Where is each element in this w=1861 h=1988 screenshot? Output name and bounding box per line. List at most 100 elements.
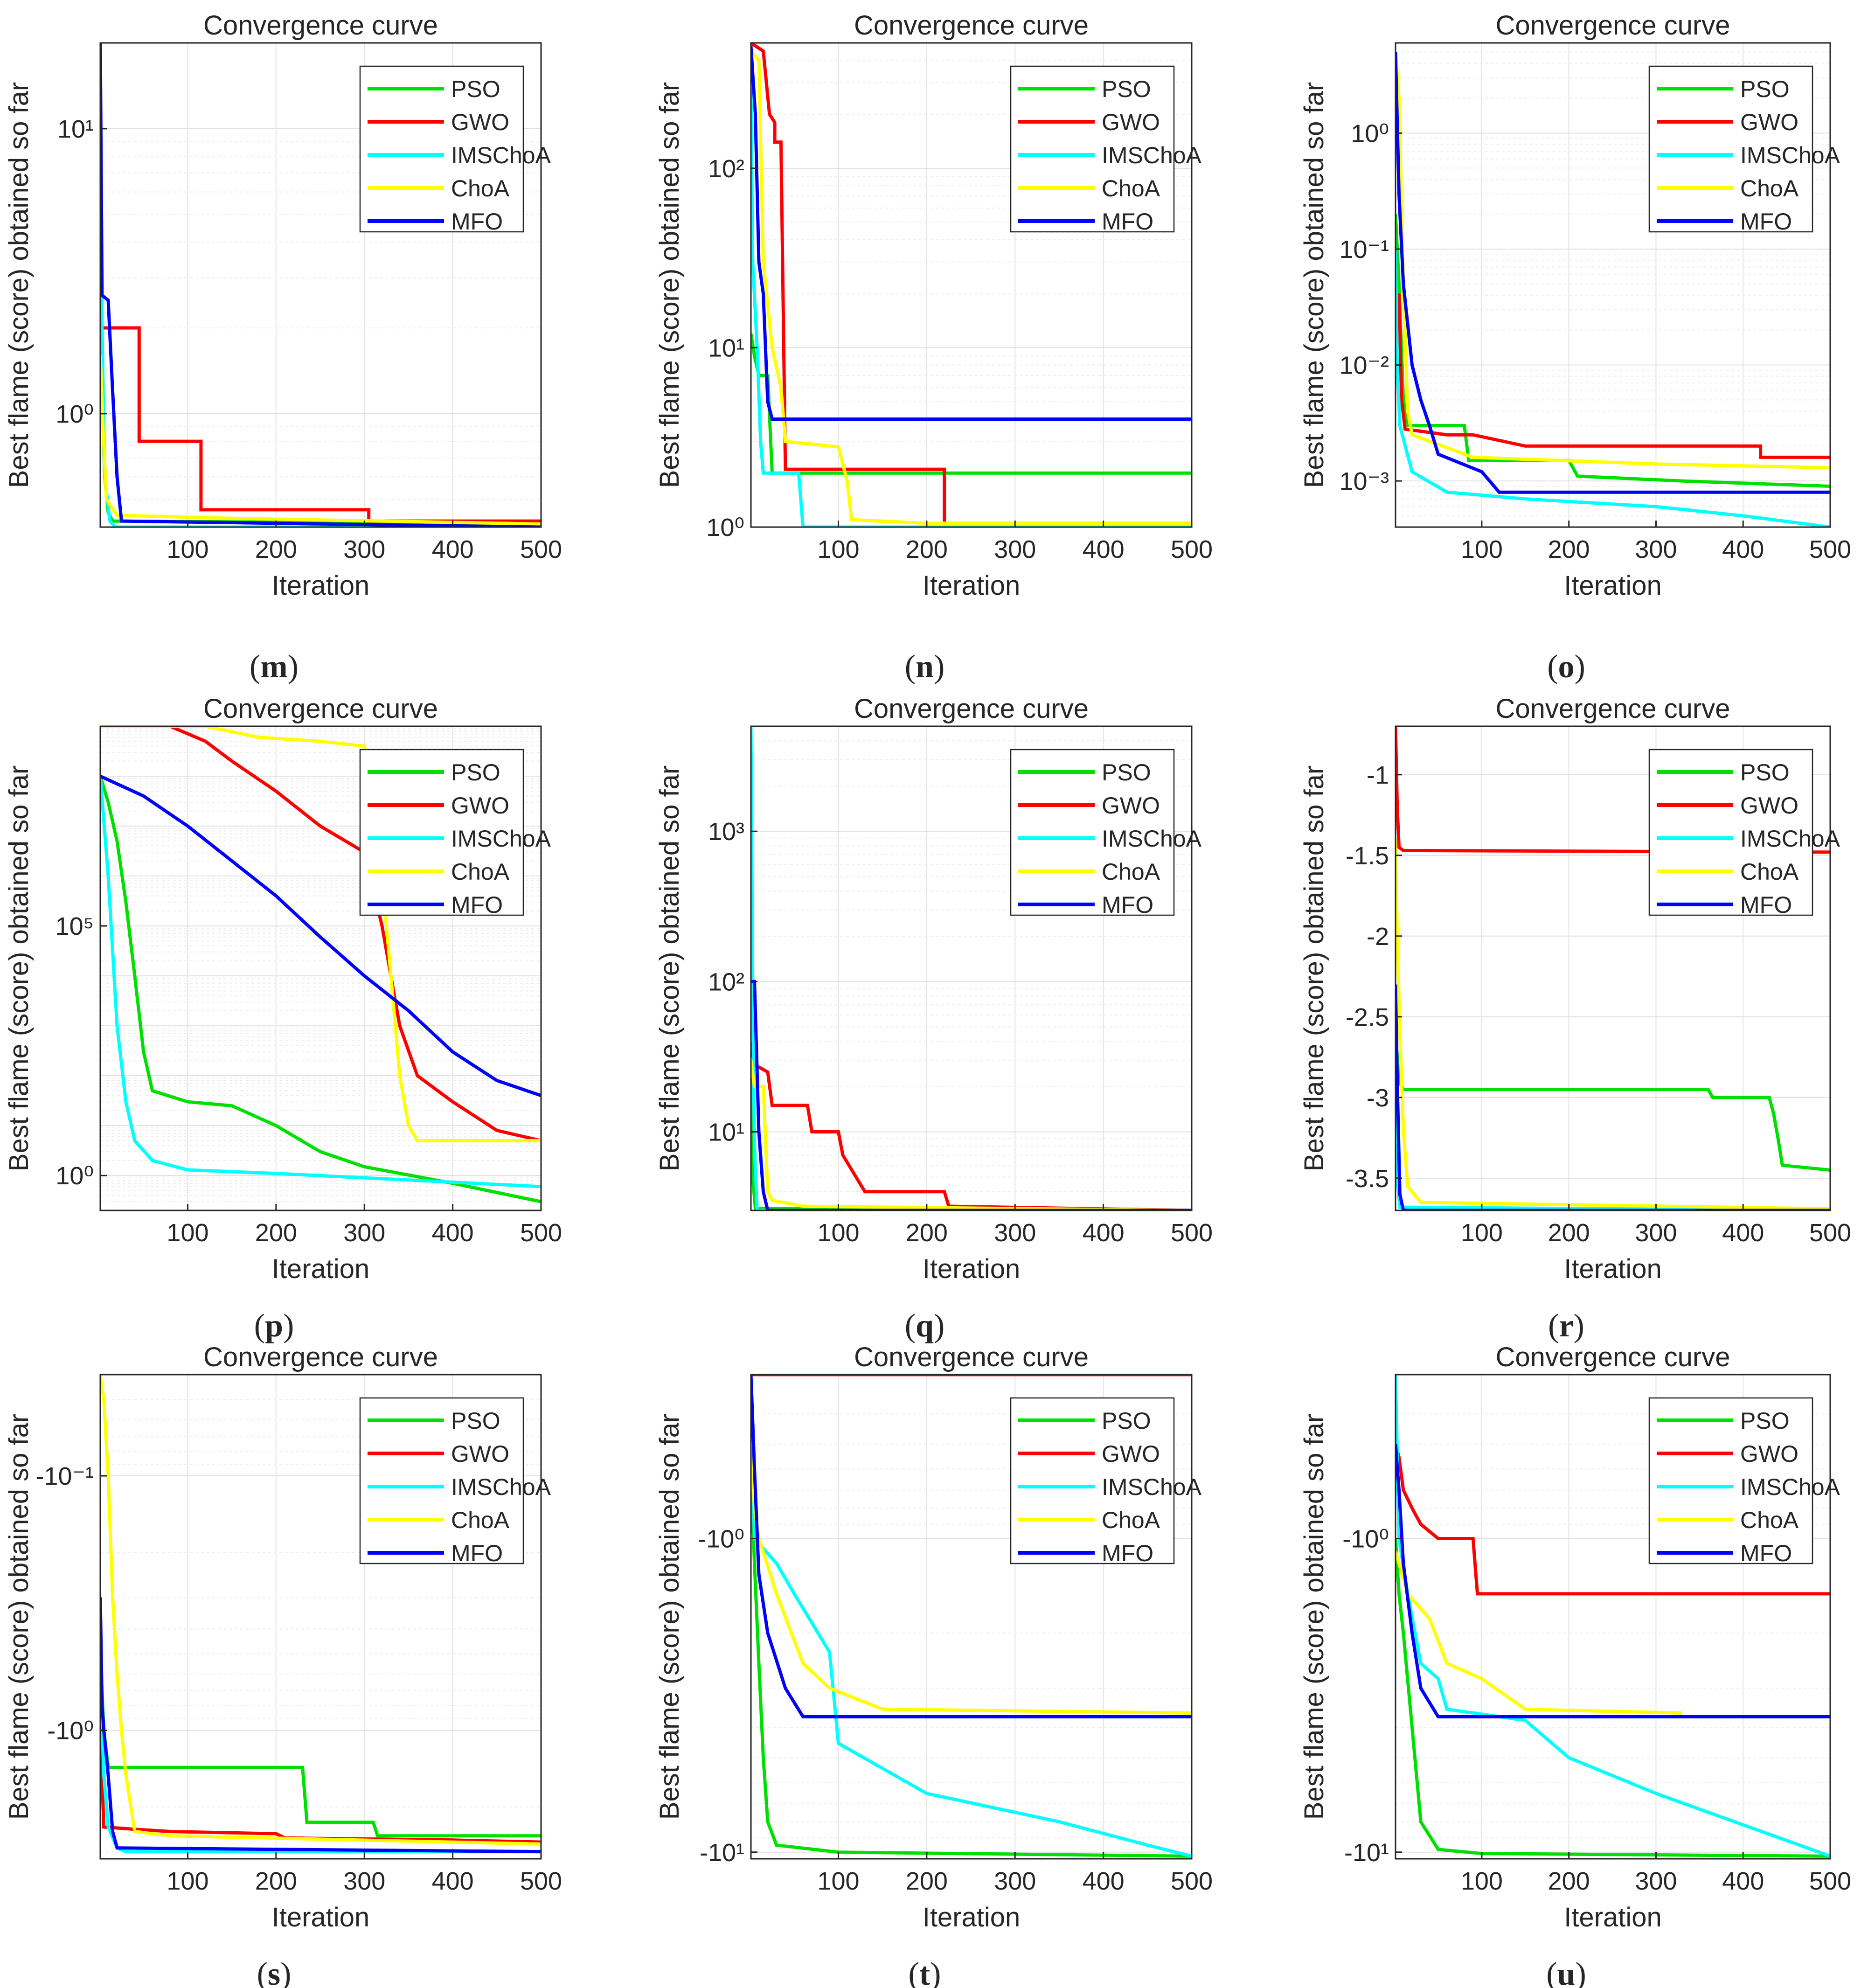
panel-label-close: ) bbox=[934, 649, 944, 685]
x-tick-label: 500 bbox=[1809, 1219, 1851, 1247]
panel-label-open: ( bbox=[905, 649, 916, 685]
x-tick-label: 100 bbox=[817, 535, 859, 563]
panel-label-letter: t bbox=[919, 1956, 930, 1988]
series-line-mfo bbox=[1396, 52, 1830, 494]
panel-label-letter: r bbox=[1559, 1308, 1573, 1344]
x-tick-label: 400 bbox=[432, 1867, 474, 1895]
chart-title: Convergence curve bbox=[203, 694, 438, 724]
y-tick-label: -3.5 bbox=[1346, 1165, 1389, 1193]
panel-label-letter: p bbox=[265, 1308, 283, 1344]
x-tick-label: 500 bbox=[520, 1219, 562, 1247]
axes-box bbox=[1395, 1374, 1831, 1860]
legend-label-imschoa: IMSChoA bbox=[1740, 142, 1840, 168]
legend-label-choa: ChoA bbox=[1740, 1507, 1799, 1533]
legend-label-mfo: MFO bbox=[1102, 892, 1153, 918]
legend-label-choa: ChoA bbox=[1102, 175, 1160, 202]
axes-box bbox=[750, 1374, 1193, 1860]
panel-label: (u) bbox=[1546, 1956, 1586, 1988]
legend-label-gwo: GWO bbox=[451, 1441, 509, 1467]
y-tick-label: 10² bbox=[708, 155, 744, 183]
panel-label-letter: q bbox=[916, 1308, 934, 1344]
panel-label-close: ) bbox=[934, 1308, 944, 1344]
x-tick-label: 200 bbox=[1548, 1867, 1590, 1895]
legend-label-imschoa: IMSChoA bbox=[1102, 826, 1202, 852]
axes-box bbox=[99, 725, 542, 1211]
series-line-mfo bbox=[751, 1375, 1192, 1718]
panel-label-open: ( bbox=[1546, 1956, 1557, 1988]
legend-label-imschoa: IMSChoA bbox=[451, 1474, 551, 1500]
panel-label-letter: n bbox=[916, 649, 934, 685]
series-group bbox=[751, 43, 1192, 527]
legend-box bbox=[1010, 1397, 1175, 1564]
series-line-imschoa bbox=[100, 776, 541, 1189]
legend-box bbox=[359, 1397, 524, 1564]
x-axis-label: Iteration bbox=[1564, 570, 1662, 601]
series-group bbox=[1396, 1375, 1830, 1858]
series-group bbox=[1396, 52, 1830, 527]
axes-box bbox=[99, 42, 542, 528]
y-tick-label: 10⁻¹ bbox=[1339, 236, 1389, 264]
x-tick-label: 100 bbox=[167, 535, 208, 563]
y-tick-label: 10¹ bbox=[57, 115, 94, 143]
y-tick-label: 10² bbox=[708, 968, 744, 996]
x-tick-label: 100 bbox=[1461, 535, 1503, 563]
series-line-mfo bbox=[751, 46, 1192, 421]
panel-label: (s) bbox=[257, 1956, 292, 1988]
x-tick-label: 500 bbox=[1171, 1867, 1213, 1895]
x-tick-label: 300 bbox=[994, 1219, 1036, 1247]
series-line-pso bbox=[751, 1469, 1192, 1858]
legend-label-gwo: GWO bbox=[1740, 109, 1799, 135]
panel-label-close: ) bbox=[930, 1956, 941, 1988]
legend-label-gwo: GWO bbox=[1102, 792, 1160, 819]
x-tick-label: 300 bbox=[1635, 535, 1677, 563]
x-tick-label: 400 bbox=[1083, 1867, 1125, 1895]
panel-u: 100 200 300 400 500 -10⁰ -10¹ Convergence curve… bbox=[1299, 1342, 1851, 1988]
x-tick-label: 500 bbox=[1809, 535, 1851, 563]
series-line-gwo bbox=[100, 242, 541, 523]
panel-label-close: ) bbox=[283, 1308, 294, 1344]
x-axis-label: Iteration bbox=[272, 1902, 370, 1932]
x-tick-label: 500 bbox=[1809, 1867, 1851, 1895]
x-axis-label: Iteration bbox=[923, 1254, 1021, 1284]
x-tick-label: 400 bbox=[1722, 1867, 1764, 1895]
legend-box bbox=[1010, 749, 1175, 916]
y-tick-label: 10⁵ bbox=[56, 912, 94, 940]
x-tick-label: 200 bbox=[255, 1867, 297, 1895]
series-line-pso bbox=[1396, 1538, 1830, 1858]
x-tick-label: 100 bbox=[817, 1219, 859, 1247]
x-tick-label: 200 bbox=[1548, 535, 1590, 563]
series-line-choa bbox=[751, 1060, 1192, 1210]
y-tick-label: 10⁰ bbox=[1351, 119, 1389, 147]
y-axis-label: Best flame (score) obtained so far bbox=[1299, 1414, 1329, 1820]
panel-t: 100 200 300 400 500 -10⁰ -10¹ Convergence curve… bbox=[654, 1342, 1213, 1988]
panel-label-letter: m bbox=[260, 649, 287, 685]
x-tick-label: 100 bbox=[167, 1219, 208, 1247]
x-tick-label: 200 bbox=[255, 1219, 297, 1247]
x-tick-label: 100 bbox=[1461, 1219, 1503, 1247]
legend-label-choa: ChoA bbox=[1740, 175, 1799, 202]
legend-label-mfo: MFO bbox=[451, 209, 503, 235]
legend-label-imschoa: IMSChoA bbox=[1740, 826, 1840, 852]
x-tick-label: 300 bbox=[994, 1867, 1036, 1895]
x-tick-label: 300 bbox=[1635, 1867, 1677, 1895]
series-line-gwo bbox=[1396, 726, 1830, 854]
series-line-choa bbox=[100, 355, 541, 526]
x-tick-label: 500 bbox=[1171, 535, 1213, 563]
y-tick-label: 10⁻³ bbox=[1339, 467, 1389, 495]
series-line-choa bbox=[100, 1375, 541, 1846]
x-tick-label: 200 bbox=[906, 1219, 948, 1247]
legend-box bbox=[1648, 749, 1813, 916]
y-tick-label: -3 bbox=[1367, 1084, 1389, 1112]
chart-title: Convergence curve bbox=[1496, 1342, 1730, 1372]
x-axis-label: Iteration bbox=[1564, 1254, 1662, 1284]
series-group bbox=[751, 1375, 1192, 1858]
legend-box bbox=[1010, 65, 1175, 233]
x-axis-label: Iteration bbox=[1564, 1902, 1662, 1932]
y-axis-label: Best flame (score) obtained so far bbox=[4, 82, 34, 488]
legend-label-pso: PSO bbox=[1102, 1408, 1151, 1434]
panel-q: 100 200 300 400 500 10³ 10² 10¹ Convergence curv… bbox=[654, 694, 1213, 1344]
y-tick-label: 10¹ bbox=[708, 1119, 744, 1147]
legend-label-mfo: MFO bbox=[451, 1540, 503, 1566]
axes-box bbox=[750, 42, 1193, 528]
axes-box bbox=[750, 725, 1193, 1211]
